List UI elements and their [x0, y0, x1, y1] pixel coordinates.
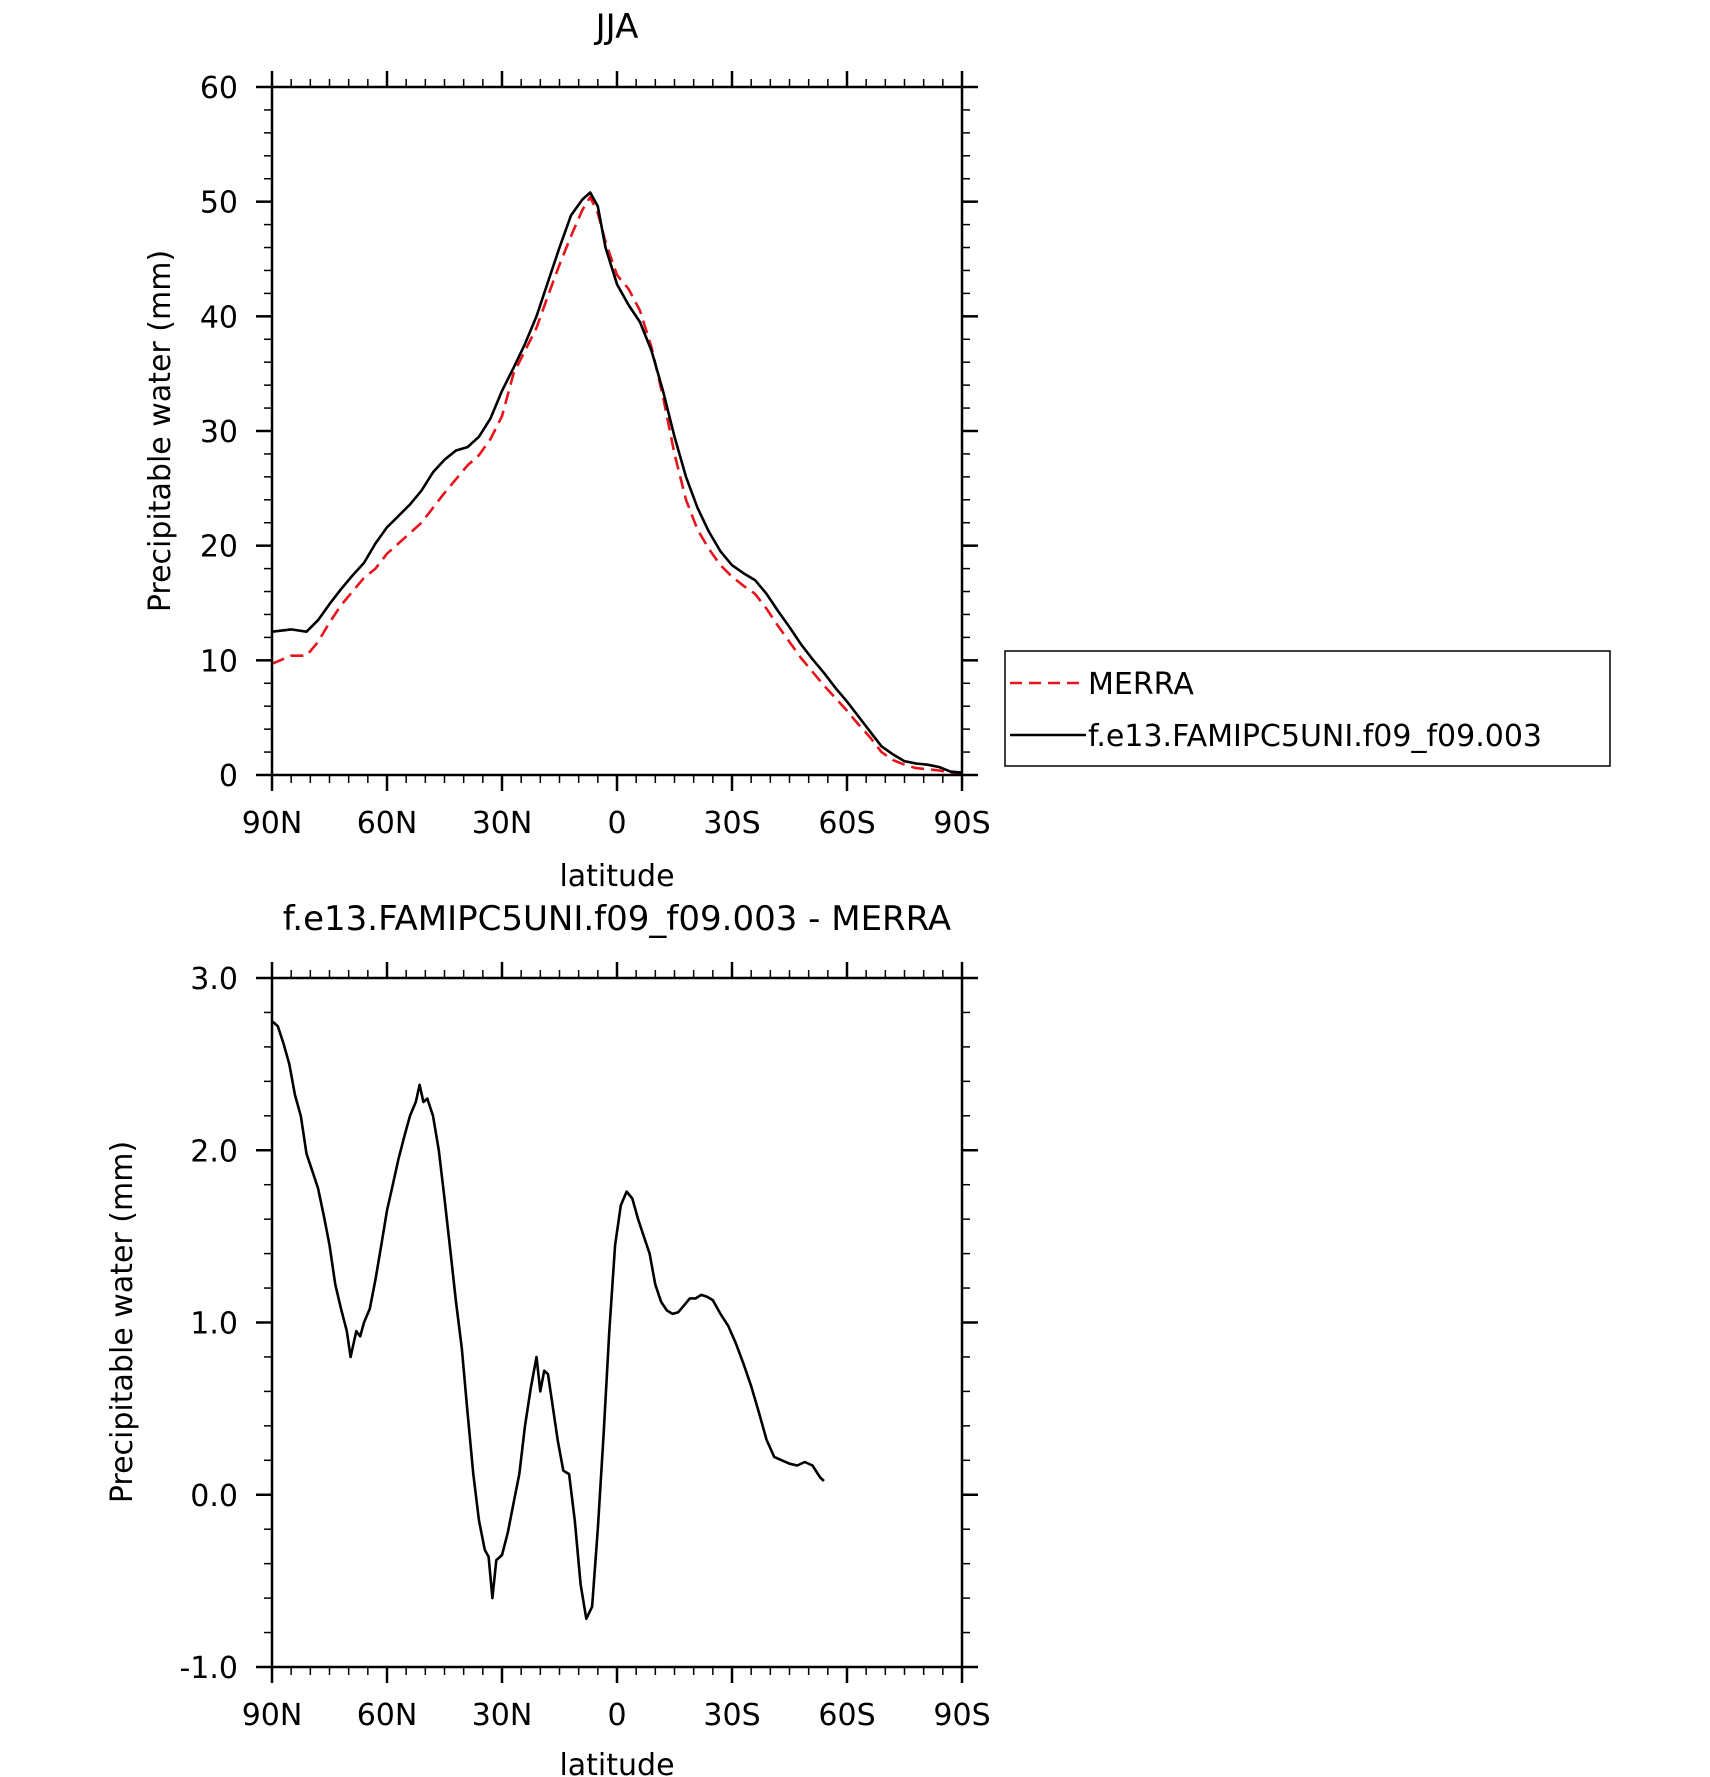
- top-chart-x-tick-label: 90N: [242, 806, 303, 841]
- legend-label-model: f.e13.FAMIPC5UNI.f09_f09.003: [1088, 719, 1542, 754]
- top-chart-y-tick-label: 40: [200, 300, 238, 335]
- bottom-chart-x-axis-label: latitude: [559, 1748, 674, 1777]
- top-chart-x-tick-label: 60S: [818, 806, 875, 841]
- bottom-chart-x-tick-label: 90N: [242, 1698, 303, 1733]
- top-chart-series-line-model: [271, 191, 963, 774]
- bottom-chart-x-tick-label: 0: [607, 1698, 626, 1733]
- bottom-chart-x-tick-label: 30S: [703, 1698, 760, 1733]
- bottom-chart-x-tick-label: 60S: [818, 1698, 875, 1733]
- legend-box: [1004, 650, 1611, 767]
- top-chart-title: JJA: [594, 7, 639, 47]
- top-chart-y-tick-label: 20: [200, 530, 238, 565]
- top-chart-series-line-merra: [271, 195, 963, 776]
- top-chart-panel: JJA 90N 60N 30N 0 30S 60S 90S 0 10 20 30 40 50 60 lat…: [143, 7, 1611, 894]
- top-chart-ticks: [256, 71, 978, 791]
- bottom-chart-series-line-difference: [271, 1020, 825, 1621]
- top-chart-y-axis-label: Precipitable water (mm): [143, 250, 178, 612]
- bottom-chart-y-tick-label: 2.0: [190, 1134, 238, 1169]
- bottom-chart-ticks: [256, 962, 978, 1683]
- bottom-chart-x-tick-label: 60N: [357, 1698, 418, 1733]
- top-chart-x-tick-label: 60N: [357, 806, 418, 841]
- bottom-chart-series: [271, 1020, 825, 1621]
- top-chart-y-tick-label: 10: [200, 644, 238, 679]
- top-chart-x-tick-label: 0: [607, 806, 626, 841]
- top-chart-series: [271, 191, 963, 776]
- top-chart-tick-labels: 90N 60N 30N 0 30S 60S 90S 0 10 20 30 40 50 60: [200, 71, 991, 841]
- top-chart-x-axis-label: latitude: [559, 859, 674, 894]
- bottom-chart-y-tick-label: -1.0: [179, 1651, 238, 1686]
- bottom-chart-x-tick-label: 30N: [472, 1698, 533, 1733]
- legend-label-merra: MERRA: [1088, 667, 1194, 702]
- legend: MERRA f.e13.FAMIPC5UNI.f09_f09.003: [1004, 650, 1611, 767]
- top-chart-y-tick-label: 60: [200, 71, 238, 106]
- bottom-chart-tick-labels: 90N 60N 30N 0 30S 60S 90S -1.0 0.0 1.0 2.0 3.0: [179, 962, 990, 1733]
- top-chart-x-tick-label: 90S: [933, 806, 990, 841]
- bottom-chart-y-tick-label: 0.0: [190, 1479, 238, 1514]
- top-chart-y-tick-label: 50: [200, 186, 238, 221]
- bottom-chart-y-tick-label: 3.0: [190, 962, 238, 997]
- bottom-chart-x-tick-label: 90S: [933, 1698, 990, 1733]
- bottom-chart-y-tick-label: 1.0: [190, 1307, 238, 1342]
- top-chart-plot-frame: [270, 85, 964, 777]
- bottom-chart-plot-frame: [270, 976, 964, 1669]
- bottom-chart-y-axis-label: Precipitable water (mm): [105, 1141, 140, 1503]
- top-chart-y-tick-label: 0: [219, 759, 238, 794]
- bottom-chart-title: f.e13.FAMIPC5UNI.f09_f09.003 - MERRA: [283, 899, 951, 939]
- top-chart-x-tick-label: 30N: [472, 806, 533, 841]
- top-chart-y-tick-label: 30: [200, 415, 238, 450]
- top-chart-x-tick-label: 30S: [703, 806, 760, 841]
- bottom-chart-panel: f.e13.FAMIPC5UNI.f09_f09.003 - MERRA 90N…: [105, 899, 991, 1777]
